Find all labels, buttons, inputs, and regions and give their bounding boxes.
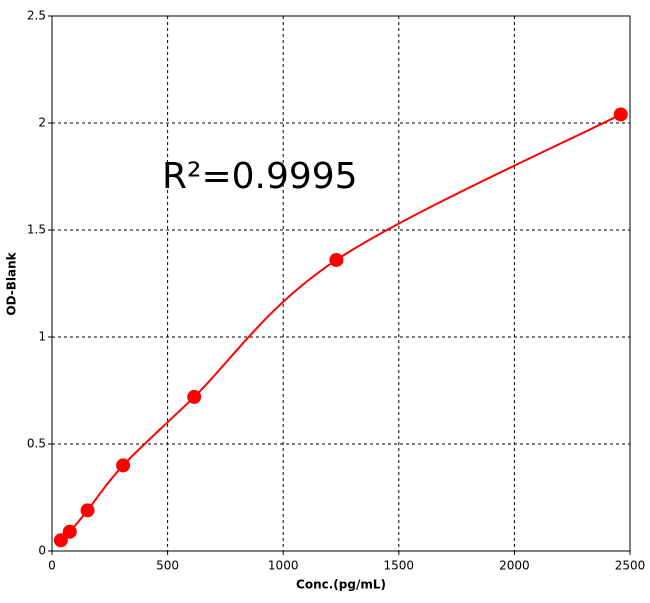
data-point [80,503,95,518]
data-point [116,458,131,473]
x-tick-label: 2000 [499,559,530,573]
y-tick-label: 2 [38,116,46,130]
x-tick-label: 1000 [268,559,299,573]
y-tick-label: 2.5 [27,9,46,23]
data-point [329,252,344,267]
x-tick-label: 500 [156,559,179,573]
data-point [613,107,628,122]
x-tick-label: 2500 [615,559,646,573]
annotation: R²=0.9995 [162,156,358,197]
x-tick-label: 0 [48,559,56,573]
data-point [62,524,77,539]
data-point [187,389,202,404]
y-tick-label: 1.5 [27,223,46,237]
y-tick-label: 0.5 [27,437,46,451]
x-axis-label: Conc.(pg/mL) [296,578,386,592]
x-tick-label: 1500 [384,559,415,573]
plot-area [51,15,631,552]
y-tick-label: 1 [38,330,46,344]
y-tick-label: 0 [38,544,46,558]
y-axis-label: OD-Blank [5,251,19,315]
data-point [53,533,68,548]
